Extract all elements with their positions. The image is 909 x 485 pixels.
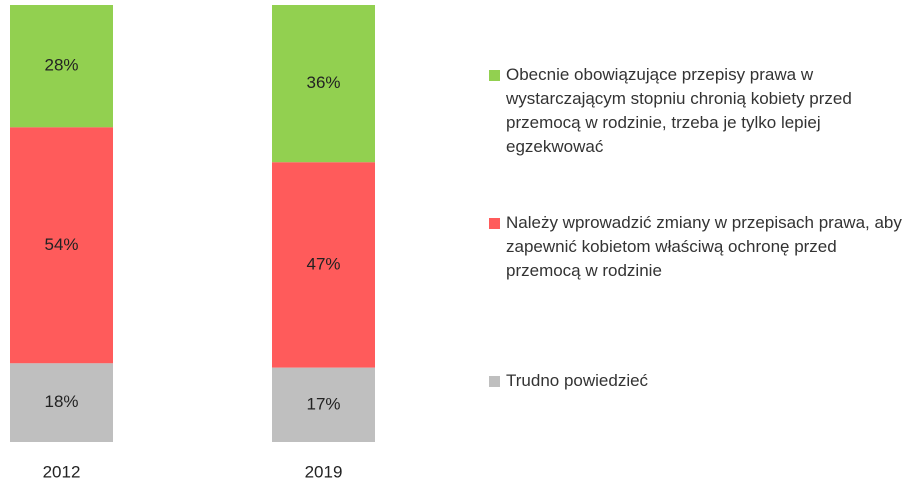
legend-label: Obecnie obowiązujące przepisy prawa w wy…	[506, 65, 852, 156]
x-tick-label: 2012	[43, 462, 81, 481]
value-label: 54%	[44, 235, 78, 254]
value-label: 28%	[44, 56, 78, 75]
bar-segment	[272, 367, 375, 442]
legend-swatch	[489, 218, 500, 229]
bar-segment	[272, 5, 375, 163]
bar-segment	[10, 363, 113, 442]
bar-segment	[272, 162, 375, 368]
legend-swatch	[489, 376, 500, 387]
legend-swatch	[489, 70, 500, 81]
legend-label: Trudno powiedzieć	[506, 371, 649, 390]
legend-label: Należy wprowadzić zmiany w przepisach pr…	[506, 213, 902, 280]
legend-entry: Trudno powiedzieć	[489, 369, 904, 393]
bar-segment	[10, 127, 113, 364]
legend-entry: Obecnie obowiązujące przepisy prawa w wy…	[489, 63, 904, 159]
value-label: 18%	[44, 392, 78, 411]
value-label: 36%	[306, 73, 340, 92]
legend-entry: Należy wprowadzić zmiany w przepisach pr…	[489, 211, 904, 283]
value-label: 17%	[306, 394, 340, 413]
x-tick-label: 2019	[305, 462, 343, 481]
value-label: 47%	[306, 254, 340, 273]
bar-segment	[10, 5, 113, 128]
